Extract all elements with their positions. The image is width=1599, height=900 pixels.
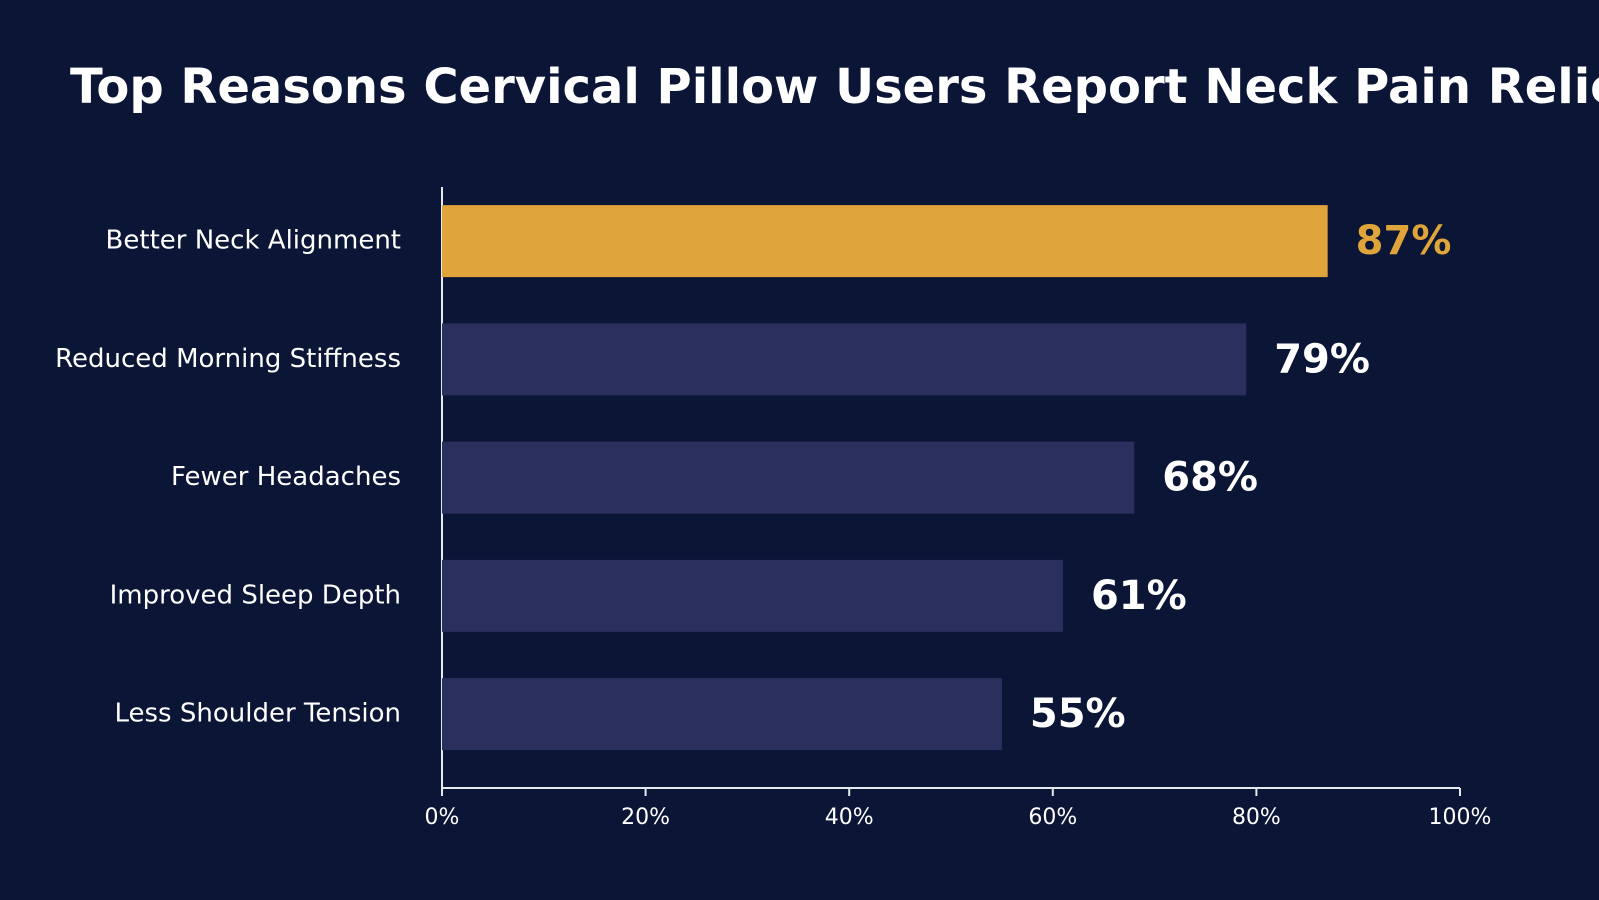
category-label: Less Shoulder Tension xyxy=(114,699,401,729)
category-label: Better Neck Alignment xyxy=(106,226,401,256)
value-label: 87% xyxy=(1356,218,1452,264)
bar xyxy=(442,205,1328,278)
bar xyxy=(442,323,1247,396)
bar xyxy=(442,678,1002,751)
value-label: 79% xyxy=(1274,336,1370,382)
value-label: 55% xyxy=(1030,691,1126,737)
x-tick-label: 40% xyxy=(825,805,874,830)
x-tick-label: 80% xyxy=(1232,805,1281,830)
chart-title: Top Reasons Cervical Pillow Users Report… xyxy=(70,59,1599,115)
x-tick-label: 20% xyxy=(621,805,670,830)
x-tick-label: 100% xyxy=(1429,805,1492,830)
category-label: Improved Sleep Depth xyxy=(110,580,401,610)
x-tick-label: 0% xyxy=(425,805,460,830)
bar xyxy=(442,559,1063,632)
x-tick-label: 60% xyxy=(1028,805,1077,830)
bar xyxy=(442,441,1135,514)
value-label: 68% xyxy=(1162,455,1258,501)
category-label: Fewer Headaches xyxy=(171,462,401,492)
value-label: 61% xyxy=(1091,573,1187,619)
category-label: Reduced Morning Stiffness xyxy=(55,344,401,374)
